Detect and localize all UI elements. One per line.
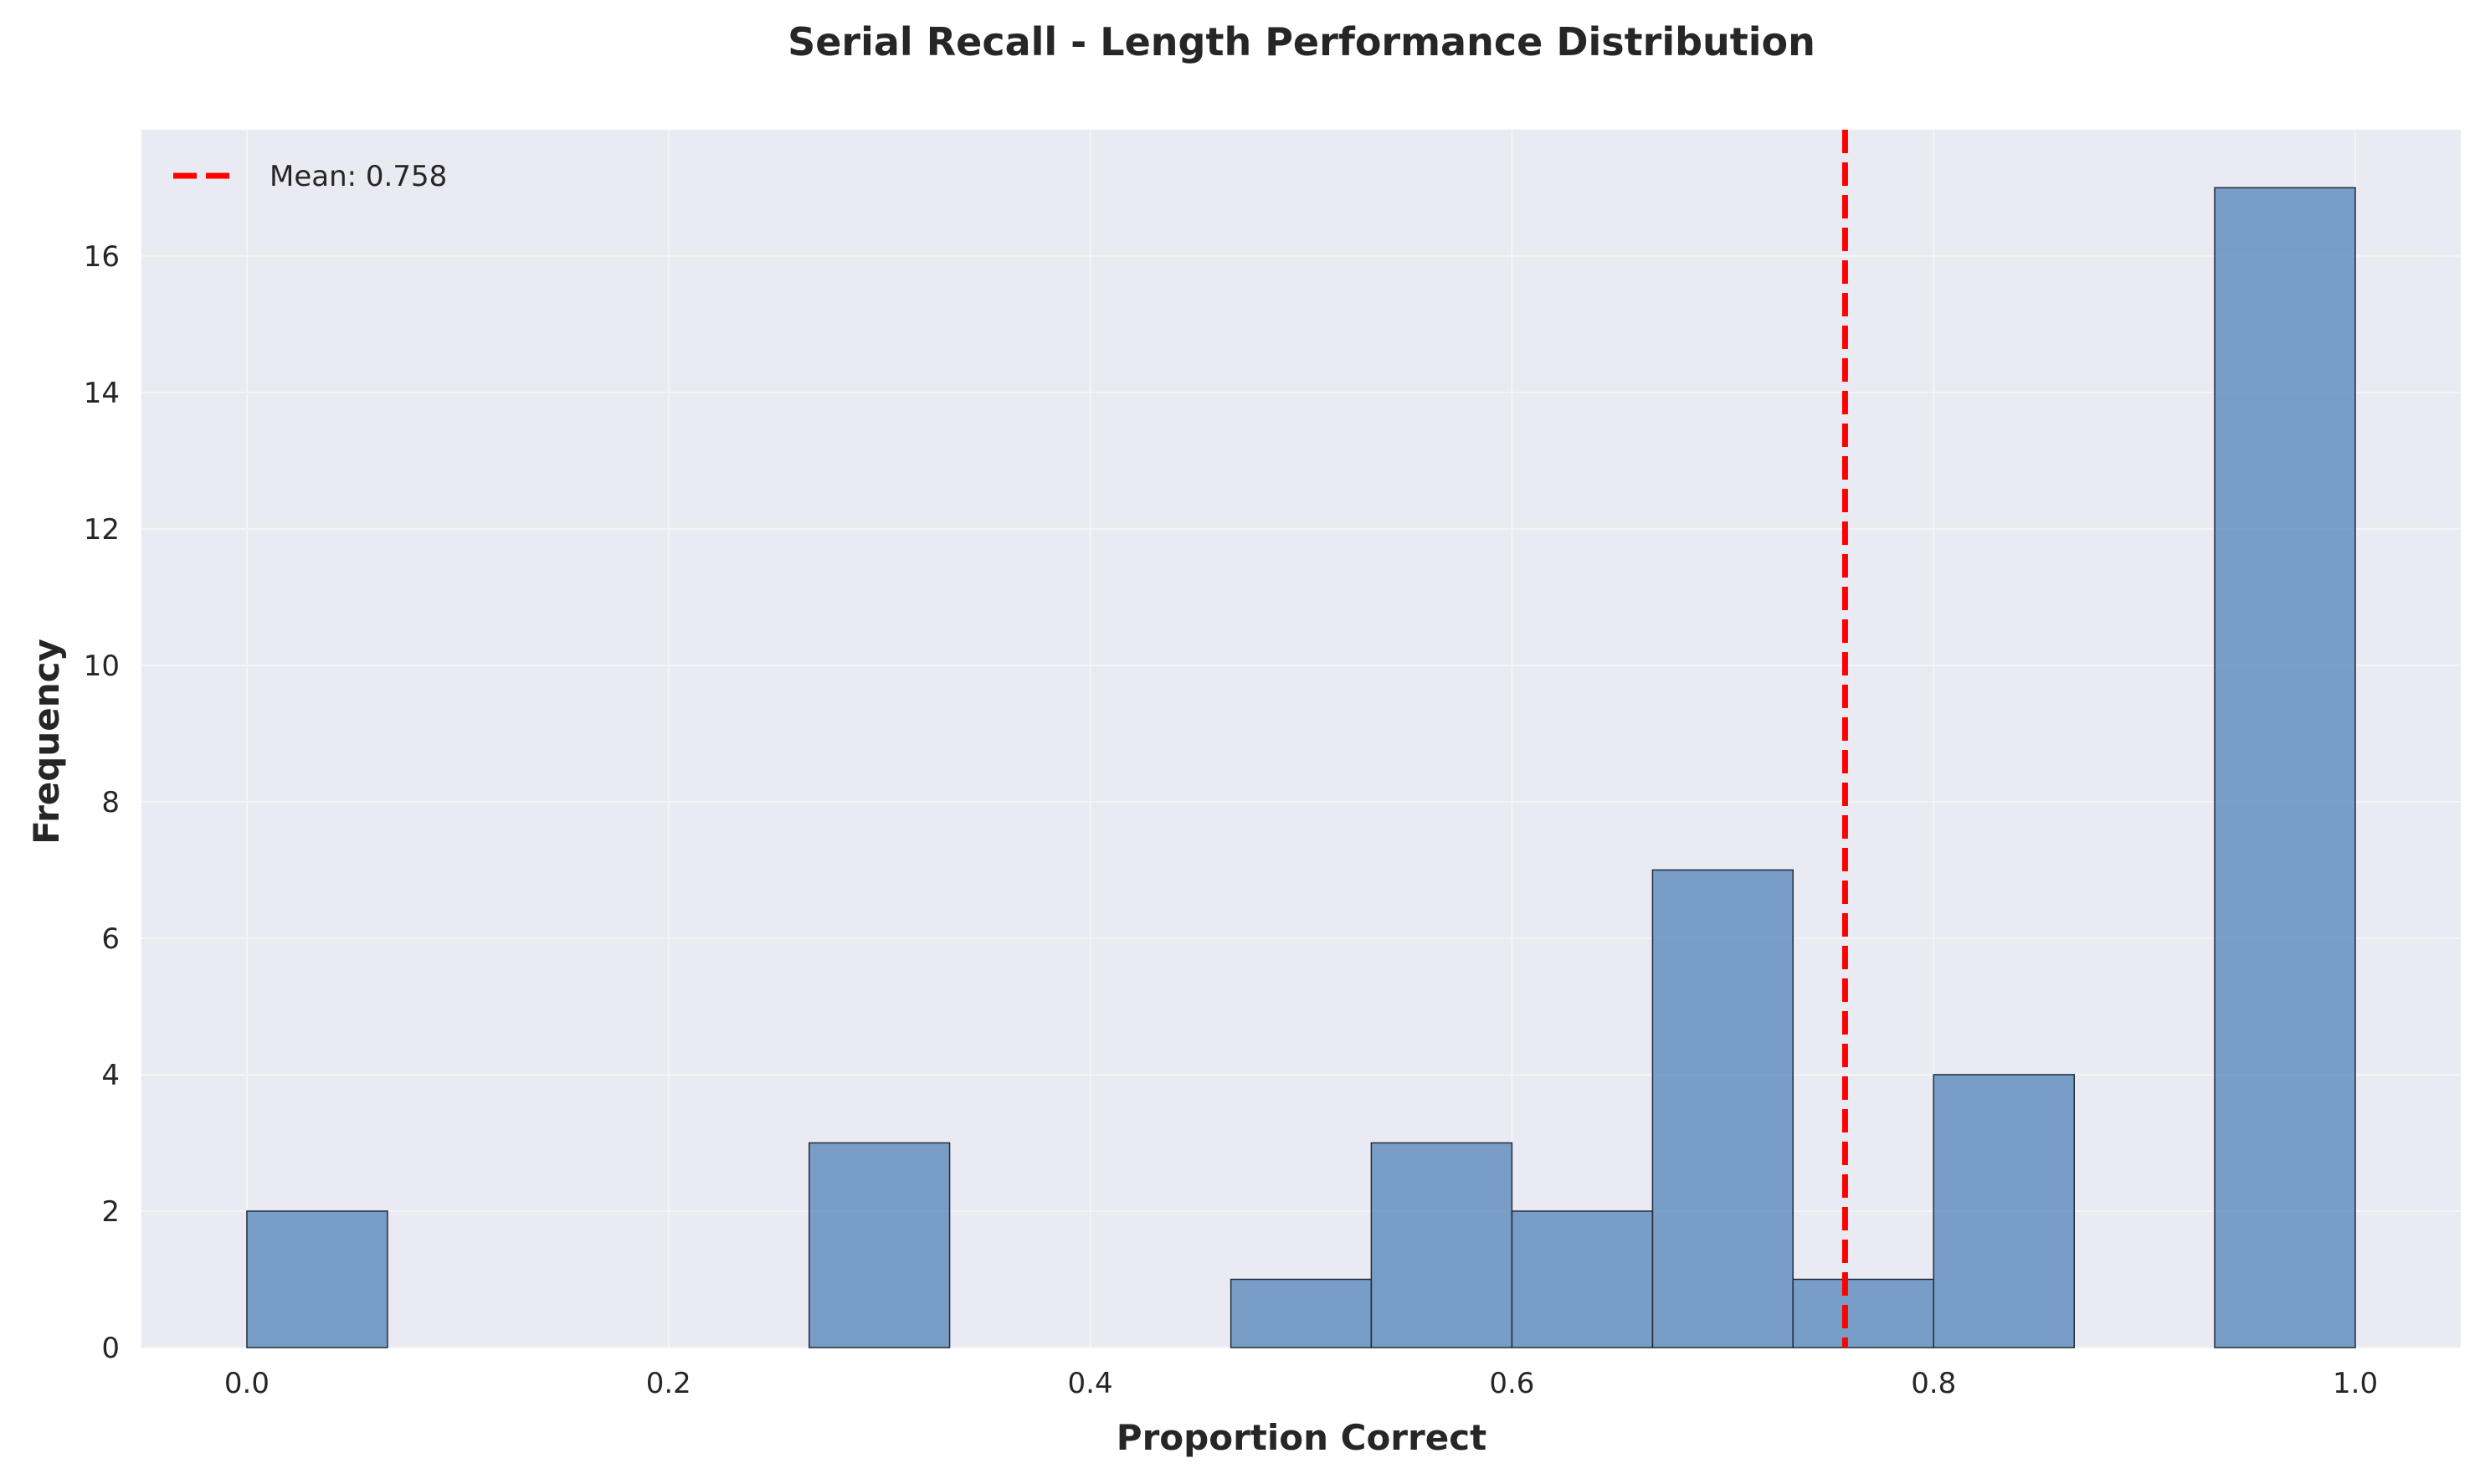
histogram-bar [1792,1278,1934,1348]
y-tick-label: 0 [101,1332,120,1365]
histogram-bar [809,1142,951,1348]
x-tick-label: 0.0 [224,1367,270,1400]
histogram-bar [1370,1142,1513,1348]
histogram-bar [1511,1210,1654,1348]
histogram-bar [1933,1074,2076,1348]
histogram-bar [2214,187,2356,1348]
y-axis-ticks: 0 2 4 6 8 10 12 14 16 [84,240,120,1365]
plot-area [141,130,2461,1348]
y-tick-label: 16 [84,240,120,274]
x-axis-label: Proportion Correct [1117,1417,1486,1458]
y-tick-label: 8 [101,786,120,819]
histogram-bar [1230,1278,1373,1348]
x-tick-label: 0.4 [1068,1367,1113,1400]
y-tick-label: 2 [101,1195,120,1229]
histogram-bar [1651,869,1794,1348]
x-axis-ticks: 0.0 0.2 0.4 0.6 0.8 1.0 [224,1367,2378,1400]
x-tick-label: 0.6 [1489,1367,1534,1400]
y-tick-label: 12 [84,513,120,547]
histogram-bar [246,1210,388,1348]
x-tick-label: 1.0 [2333,1367,2378,1400]
y-axis-label: Frequency [26,639,67,845]
y-tick-label: 4 [101,1059,120,1092]
histogram-bars [246,187,2356,1348]
x-tick-label: 0.8 [1911,1367,1956,1400]
y-tick-label: 10 [84,650,120,683]
chart-title: Serial Recall - Length Performance Distr… [788,19,1815,64]
legend: Mean: 0.758 [173,160,447,193]
legend-label: Mean: 0.758 [270,160,447,193]
y-tick-label: 6 [101,922,120,956]
x-tick-label: 0.2 [646,1367,691,1400]
y-tick-label: 14 [84,377,120,410]
